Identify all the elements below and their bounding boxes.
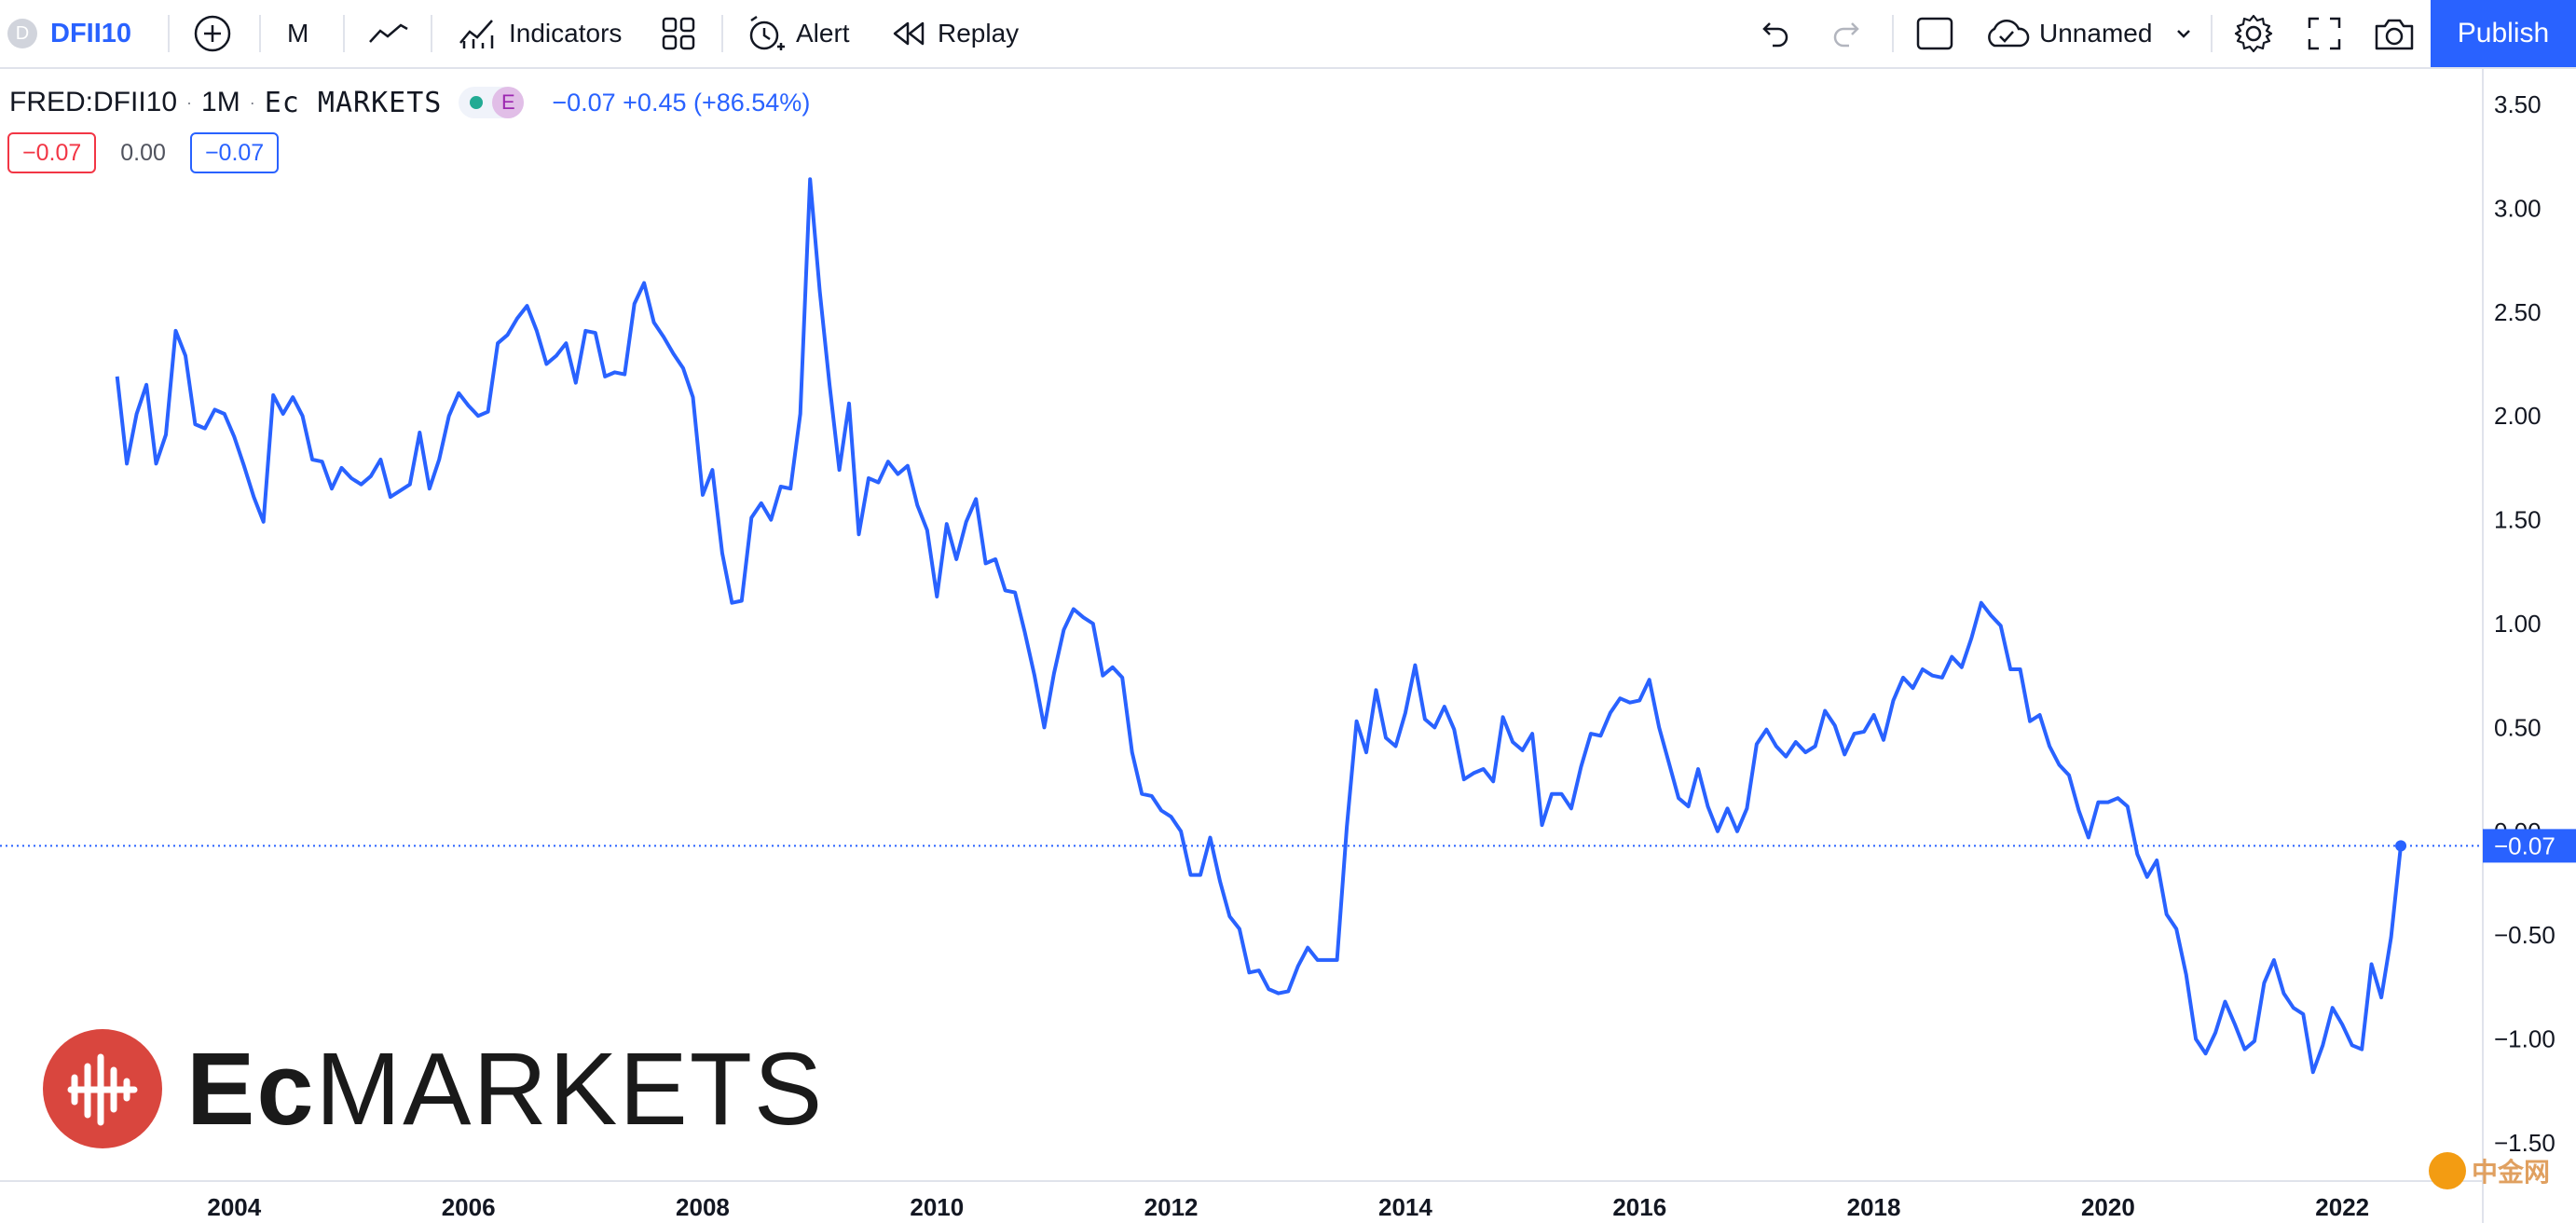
legend-source: FRED:DFII10 [9,87,178,117]
brand-logo-icon [43,1029,162,1148]
last-price-label: −0.07 [2483,829,2576,863]
fullscreen-button[interactable] [2306,0,2343,67]
last-price-label-text: −0.07 [2494,831,2555,859]
legend-values: −0.07 +0.45 (+86.54%) [552,88,811,117]
price-tick-label: 0.50 [2494,713,2542,741]
toolbar-divider [1892,15,1894,52]
toolbar-divider [721,15,723,52]
spread-value: 0.00 [120,139,166,166]
corner-watermark-icon [2429,1152,2466,1189]
replay-button[interactable]: Replay [891,0,1019,67]
time-tick-label: 2008 [676,1193,730,1221]
snapshot-button[interactable] [2373,0,2416,67]
line-chart-icon [369,23,408,43]
indicators-label: Indicators [509,19,623,48]
redo-icon [1833,22,1859,48]
corner-watermark: 中金网 [2429,1152,2550,1189]
price-tick-label: 2.00 [2494,402,2542,430]
toolbar-divider [2211,15,2213,52]
time-tick-label: 2006 [442,1193,496,1221]
price-tick-label: −1.00 [2494,1025,2555,1053]
sell-value-pill[interactable]: −0.07 [7,132,97,173]
time-tick-label: 2020 [2081,1193,2135,1221]
price-tick-label: 1.50 [2494,506,2542,534]
publish-button[interactable]: Publish [2431,0,2576,67]
grid-templates-icon [662,17,695,50]
top-toolbar: D DFII10 M Indicators [0,0,2576,69]
price-tick-label: 2.50 [2494,298,2542,326]
time-tick-label: 2018 [1847,1193,1901,1221]
settings-button[interactable] [2233,0,2274,67]
buy-value-pill[interactable]: −0.07 [189,132,280,173]
price-tick-label: 3.50 [2494,90,2542,118]
market-status-badge[interactable]: E [459,87,525,118]
symbol-search-button[interactable]: D DFII10 [7,0,131,67]
toolbar-divider [431,15,432,52]
price-chart[interactable]: 3.50 3.00 2.50 2.00 1.50 1.00 0.50 0.00 −0.50 −1.… [0,69,2576,1223]
time-tick-label: 2004 [207,1193,261,1221]
time-tick-label: 2010 [910,1193,964,1221]
legend-interval: 1M [201,87,240,117]
series-line [115,177,2403,1075]
toolbar-divider [343,15,345,52]
last-price-label-bg [2483,829,2576,863]
time-axis[interactable]: 2004 2006 2008 2010 2012 2014 2016 2018 2020 2022 [207,1193,2369,1221]
time-tick-label: 2022 [2315,1193,2369,1221]
price-tick-label: 3.00 [2494,194,2542,222]
layout-select-button[interactable] [1916,0,1953,67]
legend-separator: · [249,92,255,112]
layout-name: Unnamed [2039,19,2153,48]
time-tick-label: 2014 [1378,1193,1432,1221]
chart-legend[interactable]: FRED:DFII10 · 1M · Ec MARKETS E −0.07 +0… [9,82,810,123]
save-layout-button[interactable]: Unnamed [1983,0,2195,67]
toolbar-divider [168,15,170,52]
legend-exchange: Ec MARKETS [264,86,443,119]
alarm-clock-icon [749,15,785,50]
toolbar-divider [259,15,261,52]
price-tick-label: 1.00 [2494,610,2542,638]
templates-button[interactable] [660,0,697,67]
price-tick-label: −0.50 [2494,921,2555,949]
time-tick-label: 2016 [1612,1193,1666,1221]
brand-logo-text: EcMARKETS [186,1031,825,1147]
interval-button[interactable]: M [287,0,308,67]
camera-icon [2375,19,2414,50]
fullscreen-icon [2308,17,2341,50]
price-tick-label: −1.50 [2494,1129,2555,1157]
data-source-badge: E [492,87,525,118]
chevron-down-icon [2177,30,2191,38]
brand-watermark: EcMARKETS [43,1029,824,1148]
gear-icon [2234,14,2273,53]
alert-label: Alert [796,19,850,48]
undo-button[interactable] [1758,0,1791,67]
redo-button[interactable] [1830,0,1864,67]
compare-add-button[interactable] [192,0,233,67]
indicators-icon [459,20,494,48]
plus-circle-icon [194,15,231,52]
rewind-icon [893,21,925,46]
indicators-button[interactable]: Indicators [457,0,622,67]
symbol-name: DFII10 [50,18,132,48]
undo-icon [1762,22,1788,48]
last-price-dot [2395,840,2407,852]
cloud-check-icon [1988,20,2030,48]
market-open-dot-icon [470,96,484,109]
symbol-logo-icon: D [7,19,37,48]
legend-separator: · [186,92,193,112]
time-tick-label: 2012 [1144,1193,1199,1221]
replay-label: Replay [938,19,1020,48]
price-axis[interactable]: 3.503.002.502.001.501.000.500.00−0.50−1.… [2494,90,2555,1157]
alert-button[interactable]: Alert [746,0,850,67]
legend-value-pills: −0.07 0.00 −0.07 [7,132,280,173]
chart-type-button[interactable] [367,0,410,67]
single-layout-icon [1916,17,1953,50]
interval-label: M [287,19,309,48]
